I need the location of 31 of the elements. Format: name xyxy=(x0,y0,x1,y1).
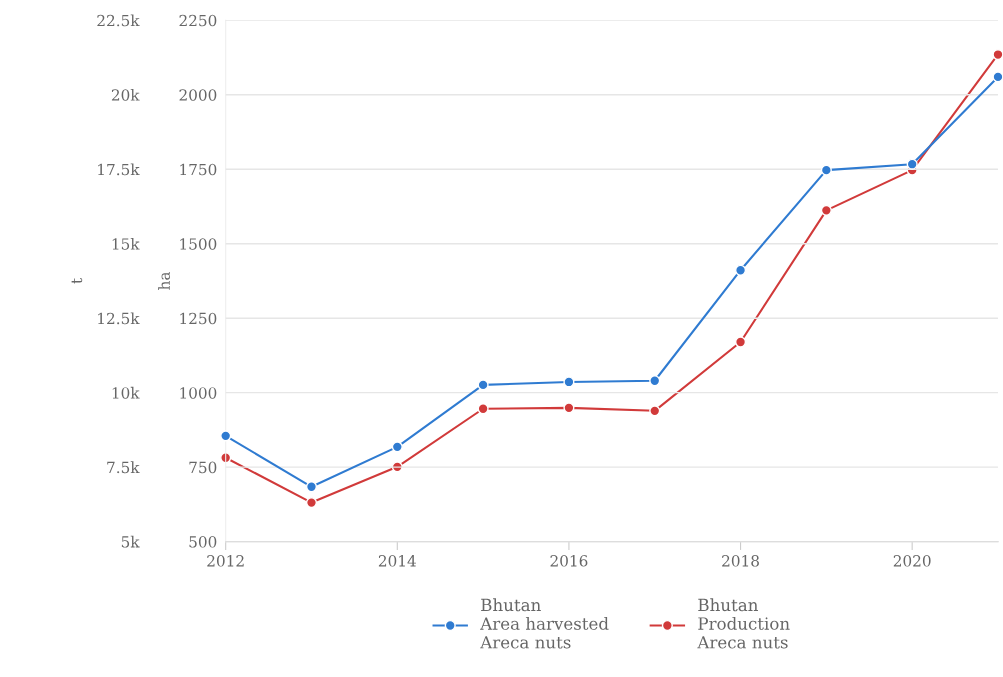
y-tick-label: 10k xyxy=(112,386,140,399)
y2-tick-label: 1250 xyxy=(180,312,217,325)
point xyxy=(992,49,1003,61)
y-tick-label: 15k xyxy=(112,237,140,250)
y2-tick-label: 1000 xyxy=(180,387,217,399)
y2-tick-label: 2250 xyxy=(179,14,217,27)
x-tick-label: 2020 xyxy=(893,555,931,567)
point xyxy=(734,336,747,348)
point xyxy=(220,430,232,442)
y-axis-title: t xyxy=(71,278,83,284)
y2-axis-title: ha xyxy=(158,271,170,290)
legend-label: Bhutan Area harvested Areca nuts xyxy=(480,598,609,649)
y-tick-label: 12.5k xyxy=(98,312,140,325)
y2-tick-label: 2000 xyxy=(179,89,217,101)
y-tick-label: 17.5k xyxy=(98,163,140,176)
x-tick-label: 2016 xyxy=(550,555,588,567)
legend-label: Bhutan Production Areca nuts xyxy=(697,598,790,649)
x-tick-label: 2012 xyxy=(207,555,244,567)
y2-tick-label: 750 xyxy=(189,461,217,474)
y2-tick-label: 500 xyxy=(189,536,217,548)
point xyxy=(906,158,918,170)
y2-tick-label: 1750 xyxy=(180,163,217,176)
y-tick-label: 7.5k xyxy=(107,461,140,474)
x-tick-label: 2018 xyxy=(722,555,759,567)
point xyxy=(820,164,832,176)
x-tick-label: 2014 xyxy=(378,555,416,567)
y2-tick-label: 1500 xyxy=(180,238,217,250)
y-tick-label: 5k xyxy=(121,535,140,548)
y-tick-label: 22.5k xyxy=(97,14,140,27)
point xyxy=(992,71,1003,83)
y-tick-label: 20k xyxy=(111,88,140,101)
